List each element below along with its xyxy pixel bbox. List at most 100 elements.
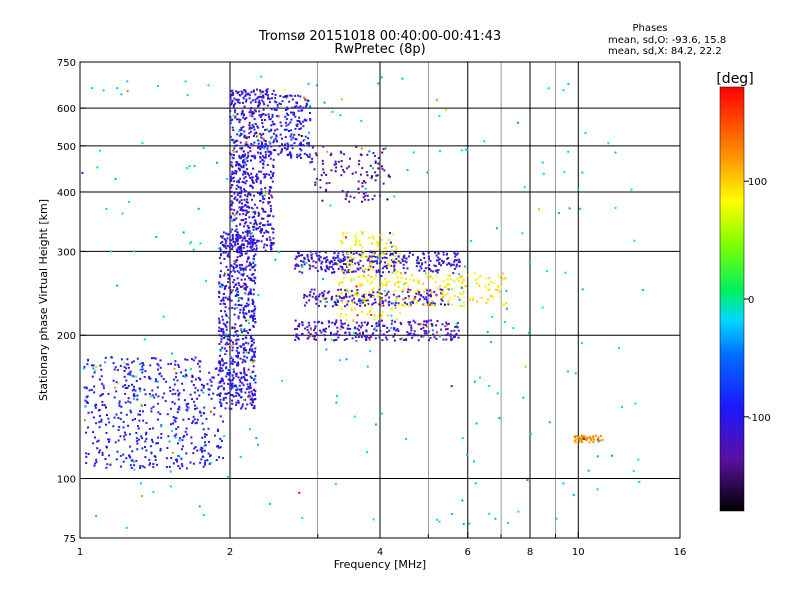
data-point (253, 405, 256, 407)
data-point (217, 445, 220, 447)
data-point (219, 446, 222, 449)
data-point (336, 395, 339, 397)
data-point (242, 173, 244, 176)
data-point (435, 337, 438, 340)
data-point (264, 175, 267, 178)
data-point (238, 303, 241, 306)
data-point (161, 396, 164, 399)
data-point (250, 206, 253, 209)
data-point (88, 389, 91, 392)
data-point (170, 362, 172, 365)
data-point (358, 332, 361, 335)
data-point (335, 295, 338, 297)
data-point (246, 304, 249, 307)
data-point (275, 101, 278, 104)
data-point (228, 373, 231, 376)
data-point (379, 304, 382, 307)
data-point (341, 267, 344, 270)
data-point (380, 275, 383, 277)
data-point (243, 130, 246, 133)
data-point (85, 462, 88, 465)
data-point (124, 392, 127, 395)
data-point (241, 264, 243, 267)
data-point (377, 295, 380, 298)
data-point (90, 87, 93, 90)
data-point (257, 101, 260, 104)
data-point (257, 142, 260, 145)
data-point (199, 378, 202, 381)
data-point (192, 420, 195, 423)
data-point (144, 446, 146, 448)
data-point (485, 301, 488, 304)
data-point (236, 163, 239, 166)
data-point (108, 438, 111, 441)
data-point (241, 405, 244, 408)
data-point (457, 336, 460, 339)
data-point (233, 147, 236, 150)
data-point (83, 419, 86, 422)
data-point (286, 153, 289, 156)
data-point (262, 173, 265, 176)
data-point (206, 383, 209, 386)
data-point (173, 378, 176, 381)
data-point (231, 92, 234, 95)
data-point (250, 345, 253, 348)
data-point (187, 406, 190, 409)
data-point (271, 116, 274, 118)
data-point (245, 265, 248, 268)
data-point (227, 335, 230, 338)
data-point (242, 285, 245, 288)
data-point (174, 417, 177, 420)
data-point (252, 394, 254, 397)
data-point (93, 371, 96, 374)
data-point (242, 237, 245, 240)
data-point (345, 231, 348, 234)
data-point (136, 425, 139, 428)
data-point (599, 439, 602, 442)
data-point (391, 253, 394, 256)
data-point (236, 256, 239, 259)
data-point (184, 80, 187, 83)
data-point (393, 339, 396, 342)
data-point (377, 270, 380, 273)
data-point (298, 154, 301, 157)
data-point (298, 116, 301, 119)
data-point (323, 171, 326, 174)
data-point (225, 402, 228, 405)
data-point (162, 315, 165, 318)
data-point (249, 288, 252, 291)
data-point (528, 261, 531, 264)
data-point (263, 103, 266, 106)
data-point (131, 383, 133, 386)
data-point (394, 304, 397, 307)
data-point (238, 134, 241, 137)
data-point (397, 285, 400, 288)
data-point (250, 159, 252, 162)
data-point (459, 260, 462, 263)
data-point (435, 294, 438, 297)
data-point (244, 237, 247, 240)
data-point (105, 466, 108, 469)
data-point (243, 398, 245, 401)
data-point (266, 163, 269, 166)
data-point (402, 267, 405, 270)
data-point (417, 323, 420, 326)
data-point (98, 421, 101, 424)
data-point (362, 269, 365, 272)
data-point (270, 177, 273, 180)
data-point (472, 298, 475, 301)
data-point (226, 321, 229, 324)
data-point (408, 252, 411, 254)
data-point (212, 392, 215, 395)
data-point (399, 272, 402, 275)
data-point (246, 160, 249, 163)
data-point (378, 336, 381, 339)
data-point (381, 304, 383, 306)
data-point (365, 297, 367, 300)
data-point (264, 156, 267, 159)
data-point (267, 202, 270, 205)
data-point (324, 305, 327, 308)
data-point (343, 296, 346, 299)
data-point (261, 155, 264, 158)
data-point (337, 257, 340, 260)
